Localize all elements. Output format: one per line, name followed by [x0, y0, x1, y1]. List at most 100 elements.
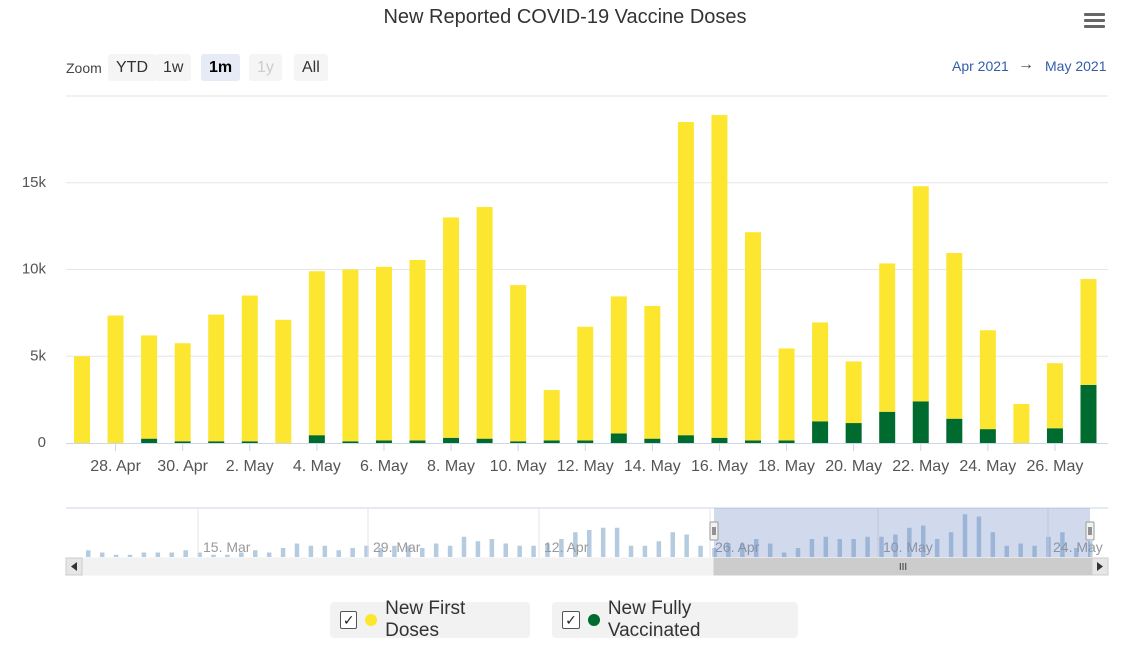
bar-fully-vaccinated[interactable] [208, 441, 225, 443]
bar-first-doses[interactable] [308, 271, 325, 436]
navigator-bar [225, 554, 230, 557]
range-to[interactable]: May 2021 [1045, 58, 1107, 74]
navigator-handle-right[interactable] [1085, 521, 1095, 541]
bar-fully-vaccinated[interactable] [543, 440, 560, 443]
navigator-bar [197, 552, 202, 557]
bar-first-doses[interactable] [711, 115, 728, 438]
bar-first-doses[interactable] [409, 259, 426, 441]
navigator-bar [573, 532, 578, 557]
bar-first-doses[interactable] [946, 253, 963, 419]
bar-first-doses[interactable] [476, 207, 493, 439]
x-tick-label: 22. May [892, 458, 949, 475]
x-tick-label: 30. Apr [157, 458, 208, 475]
navigator-bar [1088, 541, 1093, 557]
navigator-bar [990, 532, 996, 557]
navigator-bar [614, 527, 620, 557]
legend-item-fully-vaccinated[interactable]: ✓ New Fully Vaccinated [552, 598, 798, 641]
bar-first-doses[interactable] [778, 348, 795, 441]
bar-first-doses[interactable] [174, 343, 191, 442]
bar-fully-vaccinated[interactable] [677, 435, 694, 443]
bar-first-doses[interactable] [912, 186, 929, 402]
bar-fully-vaccinated[interactable] [979, 429, 996, 443]
bar-first-doses[interactable] [74, 356, 90, 443]
zoom-1y-button: 1y [249, 54, 282, 81]
navigator-bar [392, 545, 397, 557]
range-from[interactable]: Apr 2021 [952, 58, 1009, 74]
bar-fully-vaccinated[interactable] [812, 421, 829, 443]
checkbox-icon[interactable]: ✓ [340, 611, 358, 629]
navigator-tick-label: 29. Mar [373, 539, 421, 555]
scrollbar-thumb[interactable] [713, 557, 1093, 576]
bar-first-doses[interactable] [375, 266, 392, 441]
x-tick-label: 14. May [624, 458, 681, 475]
zoom-all-button[interactable]: All [294, 54, 328, 81]
zoom-label: Zoom [66, 60, 102, 76]
bar-fully-vaccinated[interactable] [946, 418, 963, 443]
navigator-bar [740, 543, 745, 557]
navigator-bar [308, 545, 314, 557]
zoom-1m-button[interactable]: 1m [201, 54, 241, 81]
bar-fully-vaccinated[interactable] [443, 437, 460, 443]
bar-fully-vaccinated[interactable] [476, 438, 493, 443]
bar-first-doses[interactable] [443, 217, 460, 438]
zoom-1w-button[interactable]: 1w [155, 54, 192, 81]
bar-fully-vaccinated[interactable] [308, 435, 325, 443]
menu-bar-2 [1084, 19, 1105, 22]
bar-fully-vaccinated[interactable] [174, 441, 191, 443]
bar-fully-vaccinated[interactable] [241, 441, 258, 443]
bar-first-doses[interactable] [107, 315, 124, 443]
bar-fully-vaccinated[interactable] [409, 440, 426, 443]
bar-fully-vaccinated[interactable] [879, 411, 896, 443]
bar-first-doses[interactable] [275, 319, 292, 443]
bar-fully-vaccinated[interactable] [912, 401, 929, 443]
bar-first-doses[interactable] [241, 295, 258, 442]
bar-fully-vaccinated[interactable] [845, 423, 862, 443]
bar-first-doses[interactable] [979, 330, 996, 430]
navigator-bar [934, 539, 940, 557]
bar-fully-vaccinated[interactable] [1080, 384, 1097, 443]
bar-fully-vaccinated[interactable] [342, 441, 359, 443]
bar-first-doses[interactable] [510, 285, 527, 442]
bar-first-doses[interactable] [1013, 403, 1030, 443]
bar-fully-vaccinated[interactable] [711, 437, 728, 443]
bar-fully-vaccinated[interactable] [577, 440, 594, 443]
checkbox-icon[interactable]: ✓ [562, 611, 580, 629]
bar-first-doses[interactable] [812, 322, 829, 422]
navigator-bar [754, 539, 759, 557]
navigator-handle-left[interactable] [709, 521, 719, 541]
navigator-selection[interactable] [714, 508, 1090, 557]
bar-fully-vaccinated[interactable] [1046, 428, 1063, 443]
bar-fully-vaccinated[interactable] [141, 438, 158, 443]
menu-icon[interactable] [1080, 10, 1108, 34]
bar-first-doses[interactable] [1046, 363, 1063, 429]
bar-fully-vaccinated[interactable] [510, 441, 527, 443]
bar-fully-vaccinated[interactable] [375, 440, 392, 443]
navigator-tick-label: 10. May [883, 539, 933, 555]
bar-first-doses[interactable] [577, 326, 594, 441]
chevron-right-icon[interactable] [1097, 562, 1103, 571]
bar-fully-vaccinated[interactable] [644, 438, 661, 443]
bar-first-doses[interactable] [879, 263, 896, 412]
navigator-bar [183, 550, 188, 557]
bar-first-doses[interactable] [208, 314, 225, 442]
bar-fully-vaccinated[interactable] [778, 440, 795, 443]
menu-bar-3 [1084, 25, 1105, 28]
navigator-bar [99, 552, 105, 557]
bar-first-doses[interactable] [1080, 279, 1097, 385]
navigator-bar [127, 554, 133, 557]
bar-first-doses[interactable] [610, 296, 627, 434]
zoom-ytd-button[interactable]: YTD [108, 54, 156, 81]
legend-item-first-doses[interactable]: ✓ New First Doses [330, 598, 530, 641]
bar-fully-vaccinated[interactable] [745, 440, 761, 443]
bar-first-doses[interactable] [543, 390, 560, 441]
bar-first-doses[interactable] [845, 361, 862, 424]
navigator-bar [545, 543, 550, 557]
bar-fully-vaccinated[interactable] [610, 433, 627, 443]
bar-first-doses[interactable] [342, 269, 359, 442]
bar-first-doses[interactable] [677, 122, 694, 436]
navigator-bar [767, 543, 773, 557]
bar-first-doses[interactable] [141, 335, 158, 439]
bar-first-doses[interactable] [745, 232, 761, 441]
bar-first-doses[interactable] [644, 305, 661, 439]
chevron-left-icon[interactable] [71, 562, 77, 571]
